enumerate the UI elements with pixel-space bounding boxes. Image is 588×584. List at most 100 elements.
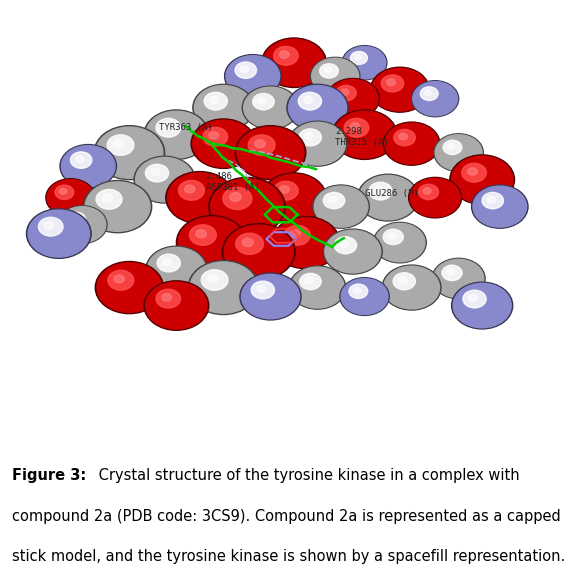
Circle shape <box>287 84 348 131</box>
Circle shape <box>237 127 304 178</box>
Circle shape <box>412 81 459 117</box>
Circle shape <box>242 86 299 129</box>
Circle shape <box>59 189 67 194</box>
Circle shape <box>191 119 256 168</box>
Circle shape <box>61 145 115 187</box>
Circle shape <box>382 265 441 310</box>
Circle shape <box>102 194 112 202</box>
Circle shape <box>432 258 485 299</box>
Circle shape <box>383 266 439 309</box>
Circle shape <box>313 185 369 228</box>
Circle shape <box>210 96 219 103</box>
Circle shape <box>273 181 298 200</box>
Circle shape <box>203 127 228 146</box>
Circle shape <box>196 230 206 238</box>
Circle shape <box>251 281 275 299</box>
Circle shape <box>272 217 340 269</box>
Circle shape <box>85 182 150 231</box>
Circle shape <box>97 263 162 312</box>
Circle shape <box>107 135 134 155</box>
Circle shape <box>425 90 432 95</box>
Circle shape <box>178 180 205 200</box>
Circle shape <box>75 156 84 162</box>
Circle shape <box>95 262 163 314</box>
Circle shape <box>467 168 477 175</box>
Circle shape <box>263 39 325 86</box>
Circle shape <box>188 260 259 315</box>
Circle shape <box>290 230 300 238</box>
Circle shape <box>399 133 407 140</box>
Circle shape <box>46 179 95 217</box>
Circle shape <box>136 158 193 202</box>
Circle shape <box>332 110 397 159</box>
Circle shape <box>323 229 382 274</box>
Circle shape <box>71 215 79 221</box>
Circle shape <box>452 282 513 329</box>
Circle shape <box>240 273 301 320</box>
Circle shape <box>334 111 395 158</box>
Circle shape <box>372 68 428 111</box>
Circle shape <box>146 282 207 329</box>
Circle shape <box>370 67 429 112</box>
Circle shape <box>94 126 165 180</box>
Circle shape <box>469 294 477 301</box>
Circle shape <box>113 140 124 148</box>
Circle shape <box>324 67 332 73</box>
Circle shape <box>383 122 440 165</box>
Circle shape <box>387 79 396 86</box>
Circle shape <box>185 185 195 193</box>
Circle shape <box>343 47 386 79</box>
Circle shape <box>375 186 383 193</box>
Circle shape <box>26 209 91 258</box>
Circle shape <box>289 85 346 130</box>
Circle shape <box>288 121 347 166</box>
Circle shape <box>462 164 486 182</box>
Circle shape <box>193 120 254 167</box>
Circle shape <box>273 218 338 267</box>
Circle shape <box>312 58 359 94</box>
Circle shape <box>290 122 346 165</box>
Circle shape <box>289 266 346 309</box>
Circle shape <box>375 223 425 262</box>
Circle shape <box>487 196 496 203</box>
Circle shape <box>235 62 256 78</box>
Circle shape <box>145 164 169 182</box>
Text: stick model, and the tyrosine kinase is shown by a spacefill representation.: stick model, and the tyrosine kinase is … <box>12 549 565 564</box>
Circle shape <box>341 89 349 95</box>
Text: 2.486
ASP381 (A): 2.486 ASP381 (A) <box>206 172 259 192</box>
Circle shape <box>168 173 232 223</box>
Circle shape <box>279 51 289 58</box>
Circle shape <box>304 96 313 103</box>
Circle shape <box>209 132 219 139</box>
Circle shape <box>453 283 511 328</box>
Circle shape <box>195 85 252 130</box>
Circle shape <box>447 269 455 275</box>
Circle shape <box>383 230 403 245</box>
Circle shape <box>134 157 195 203</box>
Circle shape <box>60 145 116 187</box>
Text: TYR363 (A): TYR363 (A) <box>159 123 212 133</box>
Circle shape <box>450 155 514 204</box>
Circle shape <box>385 123 439 164</box>
Circle shape <box>420 87 438 100</box>
Circle shape <box>148 248 205 292</box>
Circle shape <box>162 123 172 130</box>
Circle shape <box>255 140 265 148</box>
Text: GLU286 (P): GLU286 (P) <box>365 189 418 197</box>
Circle shape <box>388 233 396 239</box>
Circle shape <box>38 217 63 236</box>
Circle shape <box>336 85 356 100</box>
Circle shape <box>325 230 381 273</box>
Circle shape <box>226 55 280 97</box>
Circle shape <box>176 215 247 270</box>
Circle shape <box>96 189 122 209</box>
Circle shape <box>235 126 306 180</box>
Circle shape <box>157 254 181 272</box>
Circle shape <box>208 274 218 283</box>
Circle shape <box>163 258 172 265</box>
Circle shape <box>156 119 181 137</box>
Circle shape <box>442 265 462 280</box>
Circle shape <box>201 270 228 290</box>
Circle shape <box>242 238 253 246</box>
Circle shape <box>151 168 160 175</box>
